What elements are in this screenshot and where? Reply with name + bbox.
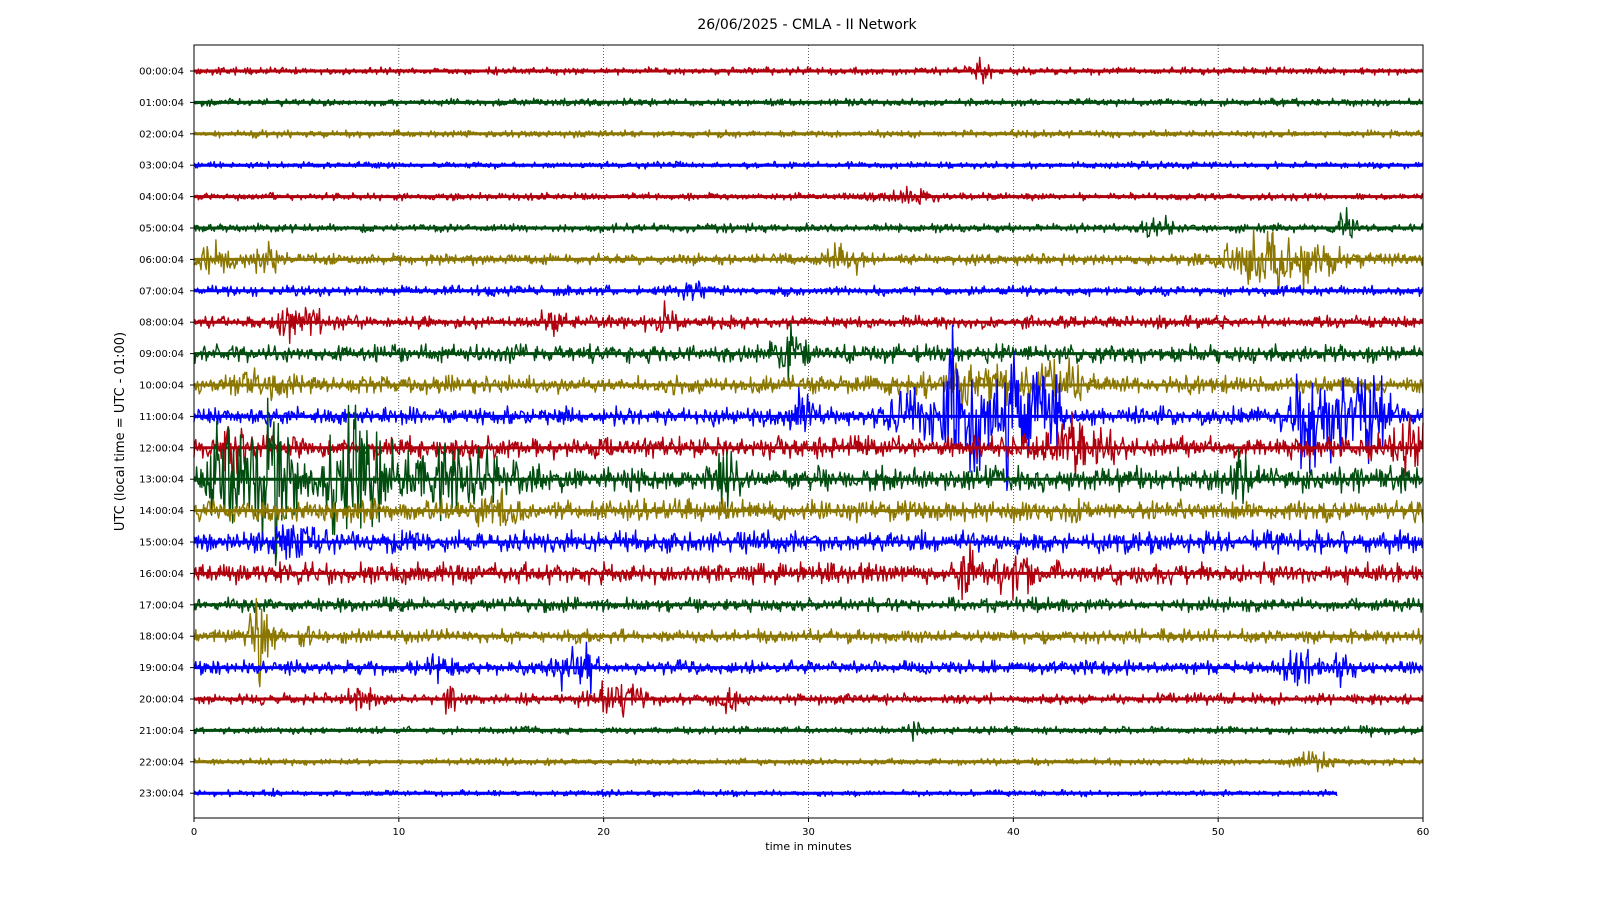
y-tick-label: 03:00:04 xyxy=(139,161,184,172)
x-tick-label: 20 xyxy=(597,827,610,838)
y-tick-label: 06:00:04 xyxy=(139,255,184,266)
y-tick-label: 21:00:04 xyxy=(139,726,184,737)
y-tick-label: 01:00:04 xyxy=(139,98,184,109)
y-tick-label: 15:00:04 xyxy=(139,538,184,549)
y-tick-label: 11:00:04 xyxy=(139,412,184,423)
x-tick-label: 50 xyxy=(1212,827,1225,838)
y-tick-label: 10:00:04 xyxy=(139,381,184,392)
y-tick-label: 08:00:04 xyxy=(139,318,184,329)
trace-06-00-04 xyxy=(193,228,1424,292)
y-tick-label: 22:00:04 xyxy=(139,757,184,768)
y-tick-label: 20:00:04 xyxy=(139,695,184,706)
plot-frame xyxy=(193,44,1424,819)
x-tick-label: 40 xyxy=(1007,827,1020,838)
y-tick-label: 12:00:04 xyxy=(139,443,184,454)
y-tick-label: 02:00:04 xyxy=(139,129,184,140)
y-tick-label: 04:00:04 xyxy=(139,192,184,203)
x-tick-label: 10 xyxy=(392,827,405,838)
gridlines xyxy=(398,45,1219,818)
y-tick-label: 16:00:04 xyxy=(139,569,184,580)
y-tick-label: 13:00:04 xyxy=(139,475,184,486)
y-axis-label: UTC (local time = UTC - 01:00) xyxy=(113,332,128,531)
x-tick-label: 0 xyxy=(191,827,197,838)
trace-group xyxy=(193,56,1424,798)
y-tick-label: 14:00:04 xyxy=(139,506,184,517)
chart-title: 26/06/2025 - CMLA - II Network xyxy=(697,17,917,33)
trace-09-00-04 xyxy=(193,322,1424,384)
y-tick-label: 18:00:04 xyxy=(139,632,184,643)
x-tick-label: 60 xyxy=(1417,827,1430,838)
y-tick-labels: 00:00:04 01:00:04 02:00:04 03:00:04 04:00:04… xyxy=(139,67,194,800)
y-tick-label: 17:00:04 xyxy=(139,600,184,611)
y-tick-label: 05:00:04 xyxy=(139,224,184,235)
trace-15-00-04 xyxy=(193,524,1424,560)
y-tick-label: 23:00:04 xyxy=(139,789,184,800)
y-tick-label: 07:00:04 xyxy=(139,286,184,297)
y-tick-label: 19:00:04 xyxy=(139,663,184,674)
x-tick-label: 30 xyxy=(802,827,815,838)
x-tick-labels: 0 10 20 30 40 50 60 xyxy=(191,818,1430,838)
y-tick-label: 00:00:04 xyxy=(139,67,184,78)
x-axis-label: time in minutes xyxy=(765,840,852,853)
y-tick-label: 09:00:04 xyxy=(139,349,184,360)
trace-21-00-04 xyxy=(193,721,1424,742)
